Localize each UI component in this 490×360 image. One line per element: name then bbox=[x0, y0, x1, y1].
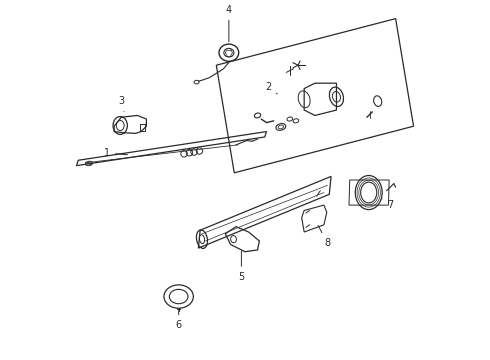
Text: 7: 7 bbox=[382, 199, 393, 210]
Text: 1: 1 bbox=[104, 148, 127, 158]
Text: 4: 4 bbox=[226, 5, 232, 42]
Text: 8: 8 bbox=[318, 225, 331, 248]
Text: 2: 2 bbox=[265, 82, 277, 94]
Text: 5: 5 bbox=[238, 251, 245, 282]
Text: 6: 6 bbox=[175, 311, 182, 330]
Text: 3: 3 bbox=[118, 96, 124, 112]
